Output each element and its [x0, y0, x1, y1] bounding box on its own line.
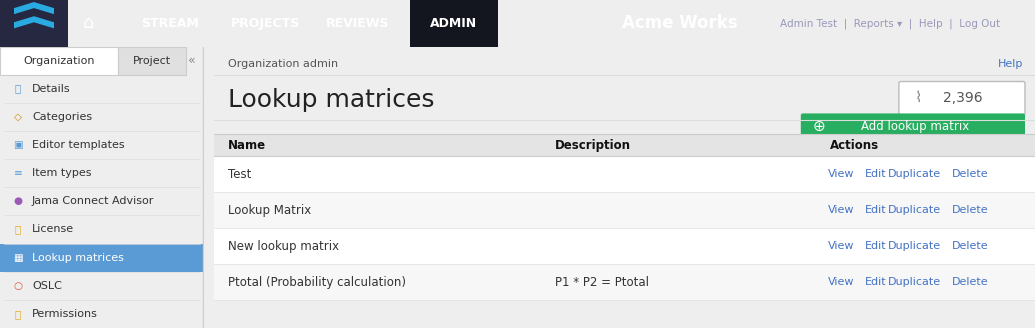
- Text: Details: Details: [32, 84, 70, 93]
- Text: Acme Works: Acme Works: [622, 14, 738, 32]
- Bar: [214, 264, 1035, 300]
- Text: License: License: [32, 224, 75, 235]
- Text: ○: ○: [13, 281, 23, 291]
- Text: Lookup Matrix: Lookup Matrix: [229, 204, 312, 217]
- Text: Categories: Categories: [32, 112, 92, 122]
- Text: ▣: ▣: [13, 140, 23, 150]
- Text: View: View: [828, 277, 854, 287]
- Text: ▦: ▦: [13, 253, 23, 263]
- Bar: [214, 134, 1035, 156]
- Text: 🔑: 🔑: [14, 224, 21, 235]
- Bar: [410, 0, 498, 47]
- Text: ⊕: ⊕: [812, 119, 825, 134]
- Text: PROJECTS: PROJECTS: [231, 17, 299, 30]
- Text: Delete: Delete: [951, 205, 988, 215]
- Text: Duplicate: Duplicate: [888, 205, 942, 215]
- Text: View: View: [828, 169, 854, 179]
- Text: Duplicate: Duplicate: [888, 277, 942, 287]
- Bar: [214, 156, 1035, 192]
- Text: 📋: 📋: [14, 84, 21, 93]
- Text: Organization admin: Organization admin: [229, 58, 338, 69]
- Text: Admin Test  |  Reports ▾  |  Help  |  Log Out: Admin Test | Reports ▾ | Help | Log Out: [780, 18, 1000, 29]
- Text: ≡: ≡: [13, 168, 23, 178]
- Bar: [0, 47, 118, 74]
- Text: Duplicate: Duplicate: [888, 169, 942, 179]
- Text: ⌇: ⌇: [914, 91, 921, 106]
- Text: Jama Connect Advisor: Jama Connect Advisor: [32, 196, 154, 206]
- Bar: [0, 0, 68, 47]
- Text: Description: Description: [555, 139, 630, 152]
- Text: Ptotal (Probability calculation): Ptotal (Probability calculation): [229, 276, 407, 289]
- Text: Permissions: Permissions: [32, 309, 98, 319]
- Text: ADMIN: ADMIN: [431, 17, 477, 30]
- Text: Delete: Delete: [951, 277, 988, 287]
- Text: New lookup matrix: New lookup matrix: [229, 240, 339, 253]
- Text: 🛡: 🛡: [14, 309, 21, 319]
- Bar: [214, 192, 1035, 228]
- Text: Editor templates: Editor templates: [32, 140, 124, 150]
- Polygon shape: [14, 2, 54, 14]
- Text: Add lookup matrix: Add lookup matrix: [861, 120, 969, 133]
- Text: Edit: Edit: [865, 169, 887, 179]
- Text: Delete: Delete: [951, 169, 988, 179]
- Text: P1 * P2 = Ptotal: P1 * P2 = Ptotal: [555, 276, 649, 289]
- Text: Item types: Item types: [32, 168, 91, 178]
- Text: Name: Name: [229, 139, 266, 152]
- FancyBboxPatch shape: [898, 81, 1025, 115]
- Text: Test: Test: [229, 168, 252, 181]
- Text: Lookup matrices: Lookup matrices: [229, 89, 435, 113]
- Text: Duplicate: Duplicate: [888, 241, 942, 251]
- FancyBboxPatch shape: [801, 113, 1025, 139]
- Text: Actions: Actions: [830, 139, 879, 152]
- Text: Project: Project: [132, 55, 171, 66]
- Text: ●: ●: [13, 196, 23, 206]
- Text: View: View: [828, 241, 854, 251]
- Text: ◇: ◇: [14, 112, 22, 122]
- Text: Edit: Edit: [865, 205, 887, 215]
- Text: Help: Help: [998, 58, 1023, 69]
- Text: Lookup matrices: Lookup matrices: [32, 253, 124, 263]
- Text: OSLC: OSLC: [32, 281, 62, 291]
- Text: Edit: Edit: [865, 241, 887, 251]
- Text: Edit: Edit: [865, 277, 887, 287]
- Text: STREAM: STREAM: [141, 17, 199, 30]
- Text: 2,396: 2,396: [943, 92, 983, 106]
- Text: View: View: [828, 205, 854, 215]
- Text: Organization: Organization: [23, 55, 95, 66]
- Text: «: «: [188, 54, 196, 67]
- Polygon shape: [14, 16, 54, 28]
- Text: ⌂: ⌂: [83, 14, 94, 32]
- Bar: [0, 243, 203, 272]
- Text: Delete: Delete: [951, 241, 988, 251]
- Bar: [214, 228, 1035, 264]
- Text: REVIEWS: REVIEWS: [326, 17, 390, 30]
- Bar: [118, 47, 186, 74]
